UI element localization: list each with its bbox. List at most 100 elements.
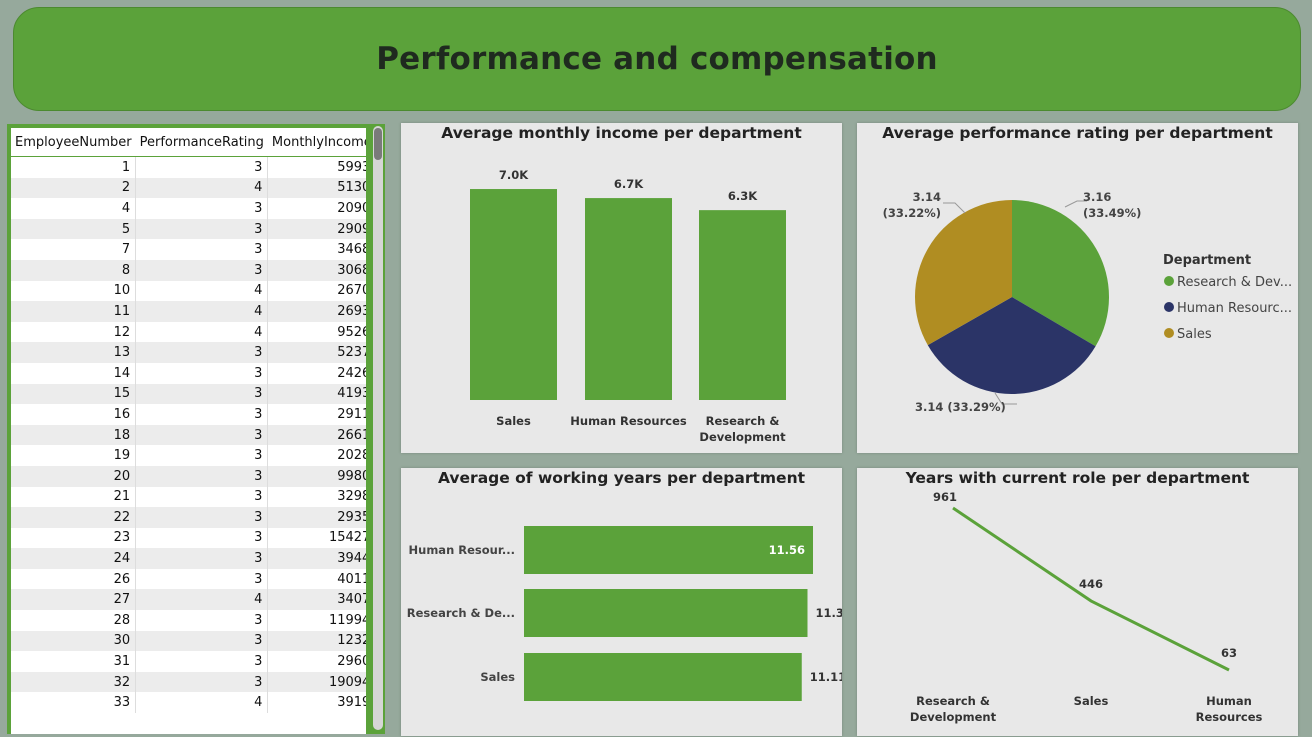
table-row[interactable]: 3031232 bbox=[11, 630, 366, 652]
table-row[interactable]: 1042670 bbox=[11, 280, 366, 302]
column-header-monthly-income[interactable]: MonthlyIncome bbox=[267, 128, 366, 157]
cell-employee-number: 24 bbox=[11, 548, 137, 569]
table-row[interactable]: 28311994 bbox=[11, 610, 366, 631]
bar bbox=[524, 526, 813, 574]
cell-performance-rating: 3 bbox=[135, 548, 269, 569]
bar bbox=[585, 198, 672, 400]
table-row[interactable]: 2634011 bbox=[11, 568, 366, 590]
table-row[interactable]: 3343919 bbox=[11, 692, 366, 714]
table-row[interactable]: 135993 bbox=[11, 156, 366, 178]
table-row[interactable]: 1249526 bbox=[11, 321, 366, 343]
table-row[interactable]: 245130 bbox=[11, 177, 366, 199]
cell-monthly-income: 11994 bbox=[267, 610, 366, 631]
table-row[interactable]: 2433944 bbox=[11, 548, 366, 569]
cell-performance-rating: 4 bbox=[135, 301, 269, 322]
data-label: 63 bbox=[1221, 646, 1237, 660]
working-years-bar-chart: Human Resour... 11.56 Research & De... 11.3… bbox=[407, 526, 843, 701]
table-row[interactable]: 1142693 bbox=[11, 301, 366, 322]
cell-employee-number: 11 bbox=[11, 301, 137, 322]
table-row[interactable]: 2133298 bbox=[11, 486, 366, 508]
table-scrollbar[interactable] bbox=[373, 126, 383, 730]
cell-employee-number: 4 bbox=[11, 198, 137, 219]
cell-monthly-income: 2426 bbox=[267, 362, 366, 384]
cell-performance-rating: 4 bbox=[135, 692, 269, 714]
rating-chart-title: Average performance rating per departmen… bbox=[882, 124, 1273, 142]
cell-employee-number: 5 bbox=[11, 218, 137, 240]
table-row[interactable]: 2232935 bbox=[11, 507, 366, 528]
table-row[interactable]: 1432426 bbox=[11, 362, 366, 384]
cell-performance-rating: 3 bbox=[135, 383, 269, 405]
data-label: 3.16 bbox=[1083, 190, 1111, 204]
table-row[interactable]: 833068 bbox=[11, 259, 366, 281]
cell-employee-number: 12 bbox=[11, 321, 137, 343]
table-row[interactable]: 432090 bbox=[11, 198, 366, 219]
column-header-performance-rating[interactable]: PerformanceRating bbox=[135, 128, 268, 157]
pie-slice bbox=[927, 297, 1096, 394]
table-row[interactable]: 3132960 bbox=[11, 651, 366, 672]
cell-monthly-income: 2090 bbox=[267, 198, 366, 219]
cell-performance-rating: 4 bbox=[135, 177, 269, 199]
table-row[interactable]: 2743407 bbox=[11, 589, 366, 611]
table-row[interactable]: 1932028 bbox=[11, 445, 366, 466]
column-header-employee-number[interactable]: EmployeeNumber bbox=[11, 128, 136, 157]
cell-employee-number: 16 bbox=[11, 404, 137, 425]
cell-performance-rating: 3 bbox=[135, 156, 269, 178]
cell-monthly-income: 3068 bbox=[267, 259, 366, 281]
cell-employee-number: 30 bbox=[11, 630, 137, 652]
x-tick-label: Development bbox=[699, 430, 786, 444]
cell-employee-number: 28 bbox=[11, 610, 137, 631]
legend-title: Department bbox=[1163, 253, 1251, 268]
cell-monthly-income: 2909 bbox=[267, 218, 366, 240]
cell-employee-number: 7 bbox=[11, 239, 137, 260]
cell-employee-number: 13 bbox=[11, 342, 137, 363]
y-tick-label: Research & De... bbox=[407, 606, 515, 620]
employee-table: EmployeeNumber PerformanceRating Monthly… bbox=[11, 128, 366, 714]
cell-employee-number: 1 bbox=[11, 156, 137, 178]
table-row[interactable]: 23315427 bbox=[11, 527, 366, 549]
x-tick-label: Resources bbox=[1196, 710, 1263, 724]
x-tick-label: Human Resources bbox=[570, 414, 687, 428]
cell-performance-rating: 3 bbox=[135, 404, 269, 425]
cell-employee-number: 22 bbox=[11, 507, 137, 528]
data-label: 7.0K bbox=[499, 168, 529, 182]
cell-monthly-income: 3407 bbox=[267, 589, 366, 611]
x-tick-label: Research & bbox=[706, 414, 780, 428]
cell-monthly-income: 9526 bbox=[267, 321, 366, 343]
y-tick-label: Sales bbox=[480, 670, 515, 684]
cell-employee-number: 33 bbox=[11, 692, 137, 714]
legend-label: Human Resourc... bbox=[1177, 301, 1292, 316]
cell-monthly-income: 4193 bbox=[267, 383, 366, 405]
bar bbox=[524, 653, 802, 701]
table-scrollbar-thumb[interactable] bbox=[374, 128, 382, 160]
cell-employee-number: 14 bbox=[11, 362, 137, 384]
employee-table-container[interactable]: EmployeeNumber PerformanceRating Monthly… bbox=[11, 128, 366, 734]
income-chart-card: Average monthly income per department 7.… bbox=[401, 123, 842, 453]
x-tick-label: Development bbox=[910, 710, 997, 724]
table-row[interactable]: 32319094 bbox=[11, 671, 366, 693]
legend-marker bbox=[1164, 302, 1174, 312]
legend-label: Sales bbox=[1177, 327, 1212, 342]
cell-employee-number: 15 bbox=[11, 383, 137, 405]
cell-monthly-income: 2935 bbox=[267, 507, 366, 528]
cell-performance-rating: 3 bbox=[135, 239, 269, 260]
cell-monthly-income: 15427 bbox=[267, 527, 366, 549]
table-row[interactable]: 2039980 bbox=[11, 465, 366, 487]
data-label: 11.34 bbox=[816, 606, 843, 620]
bar bbox=[699, 210, 786, 400]
cell-monthly-income: 3298 bbox=[267, 486, 366, 508]
data-label: 446 bbox=[1079, 577, 1103, 591]
cell-monthly-income: 9980 bbox=[267, 465, 366, 487]
table-row[interactable]: 1335237 bbox=[11, 342, 366, 363]
leader-line bbox=[994, 392, 1017, 405]
income-bar-chart: 7.0K 6.7K 6.3K Sales Human Resources Research… bbox=[470, 168, 786, 444]
table-row[interactable]: 1534193 bbox=[11, 383, 366, 405]
cell-employee-number: 31 bbox=[11, 651, 137, 672]
table-row[interactable]: 532909 bbox=[11, 218, 366, 240]
cell-performance-rating: 3 bbox=[135, 630, 269, 652]
cell-performance-rating: 3 bbox=[135, 218, 269, 240]
